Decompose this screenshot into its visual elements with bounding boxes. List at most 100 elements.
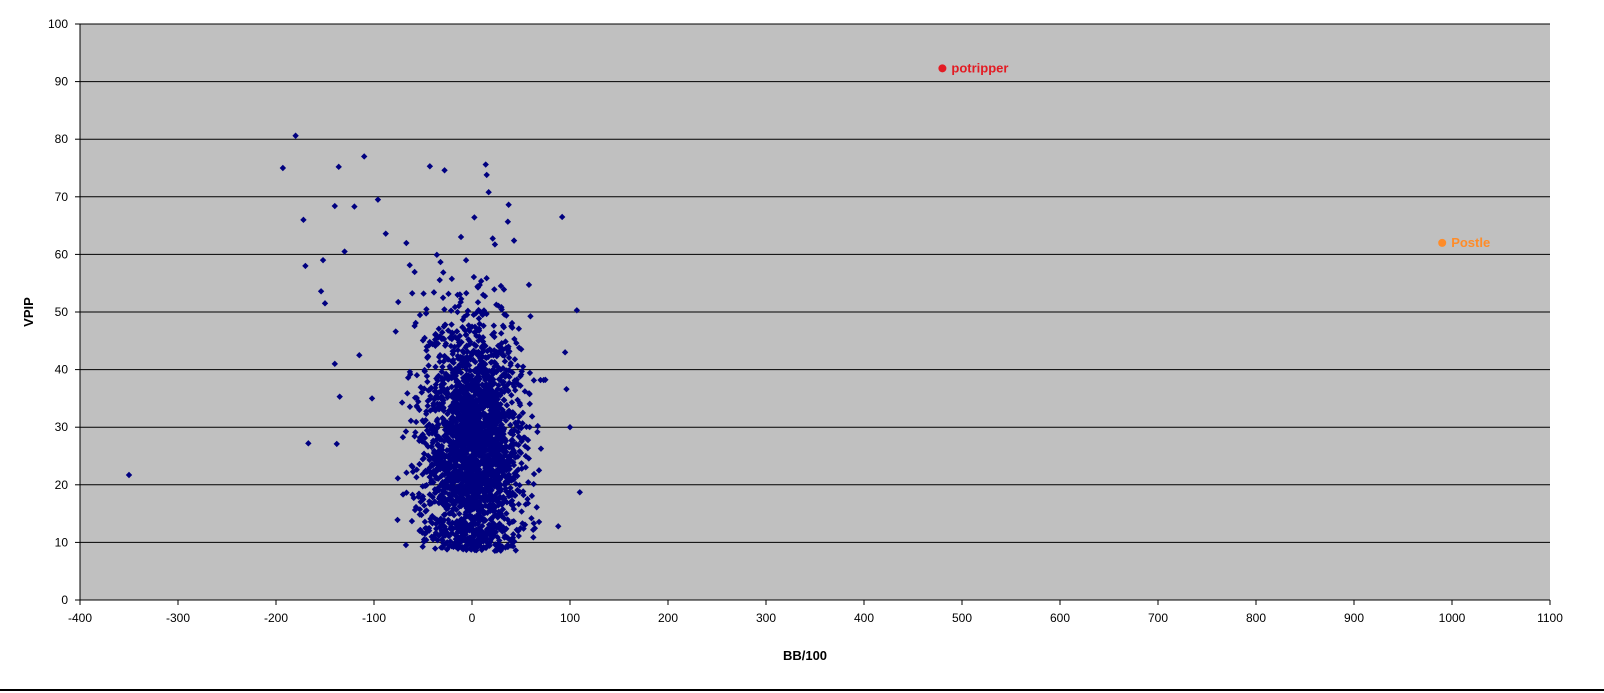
data-point xyxy=(506,520,513,527)
data-point xyxy=(435,325,443,333)
y-tick-label: 80 xyxy=(55,132,69,146)
data-point xyxy=(501,384,508,391)
data-point xyxy=(423,507,430,514)
data-point xyxy=(471,214,478,221)
data-point xyxy=(494,514,501,521)
data-point xyxy=(413,371,421,379)
data-point xyxy=(440,323,448,330)
data-point xyxy=(472,342,480,349)
data-point xyxy=(503,402,511,409)
y-tick-label: 90 xyxy=(55,75,69,89)
data-point xyxy=(526,400,533,408)
data-point xyxy=(456,523,463,530)
data-point xyxy=(488,382,495,390)
data-point xyxy=(478,343,486,350)
data-point xyxy=(519,488,527,495)
data-point xyxy=(528,413,536,420)
data-point xyxy=(478,522,486,530)
data-point xyxy=(462,511,469,518)
data-point xyxy=(477,411,485,419)
data-point xyxy=(394,516,401,524)
data-point xyxy=(566,424,574,431)
x-tick-label: 900 xyxy=(1344,611,1364,625)
data-point xyxy=(466,512,473,520)
data-point xyxy=(503,510,510,517)
data-point xyxy=(437,258,444,266)
data-point xyxy=(447,442,454,449)
data-point xyxy=(424,354,431,362)
data-point xyxy=(573,307,581,314)
data-point xyxy=(433,525,440,533)
data-point xyxy=(459,347,466,355)
data-point xyxy=(475,510,482,518)
data-point xyxy=(501,445,509,452)
data-point xyxy=(483,354,490,362)
data-point xyxy=(449,350,456,358)
data-point xyxy=(403,489,410,496)
data-point xyxy=(475,315,483,322)
data-point xyxy=(530,534,537,541)
data-point xyxy=(508,477,515,484)
data-point xyxy=(555,523,562,530)
data-point xyxy=(480,307,488,314)
data-point xyxy=(411,268,418,276)
data-point xyxy=(501,466,508,474)
data-point xyxy=(302,262,309,270)
data-point xyxy=(439,471,446,479)
x-tick-label: 1000 xyxy=(1439,611,1466,625)
data-point xyxy=(462,497,470,504)
data-point xyxy=(423,423,431,430)
data-point xyxy=(495,364,502,371)
data-point xyxy=(519,520,526,527)
data-point xyxy=(504,453,511,461)
data-point xyxy=(398,399,406,406)
data-point xyxy=(463,289,470,297)
data-point xyxy=(486,539,494,546)
data-point xyxy=(472,426,480,433)
data-point xyxy=(483,535,490,542)
data-point xyxy=(368,395,376,402)
data-point xyxy=(513,376,521,383)
data-point xyxy=(508,399,516,406)
data-point xyxy=(512,472,520,479)
data-point xyxy=(530,520,538,527)
data-point xyxy=(500,499,507,506)
data-point xyxy=(464,402,471,409)
data-point xyxy=(443,546,451,553)
data-point xyxy=(470,356,477,364)
y-tick-label: 0 xyxy=(61,593,68,607)
data-point xyxy=(452,487,460,494)
data-point xyxy=(507,492,515,499)
data-point xyxy=(426,456,433,464)
data-point xyxy=(406,261,413,269)
data-point xyxy=(483,374,490,381)
data-point xyxy=(460,484,467,492)
data-point xyxy=(490,370,497,378)
data-point xyxy=(525,479,532,486)
data-point xyxy=(489,473,497,480)
data-point xyxy=(432,545,439,552)
data-point xyxy=(424,378,431,386)
data-point xyxy=(488,516,495,524)
data-point xyxy=(480,517,488,525)
data-point xyxy=(440,528,448,535)
data-point xyxy=(438,463,445,471)
data-point xyxy=(514,486,521,494)
data-point xyxy=(438,536,445,543)
data-point xyxy=(474,477,481,484)
data-point xyxy=(476,525,483,533)
data-point xyxy=(470,517,477,525)
data-point xyxy=(412,319,419,327)
data-point xyxy=(456,493,464,501)
data-point xyxy=(471,546,478,553)
data-point xyxy=(420,450,428,457)
data-point xyxy=(561,349,569,356)
data-point xyxy=(317,288,325,295)
data-point xyxy=(488,482,496,489)
data-point xyxy=(499,322,507,329)
data-point xyxy=(453,390,460,397)
data-point xyxy=(416,311,424,319)
annotation-marker xyxy=(938,64,947,73)
x-tick-label: 100 xyxy=(560,611,580,625)
data-point xyxy=(442,340,450,347)
